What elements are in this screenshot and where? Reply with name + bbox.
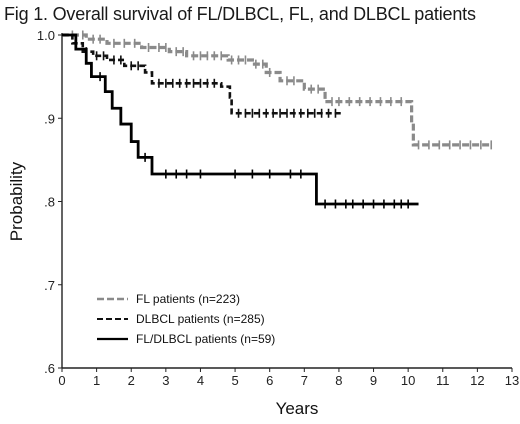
chart-title: Fig 1. Overall survival of FL/DLBCL, FL,… xyxy=(4,4,476,24)
series-2 xyxy=(62,33,343,118)
x-tick-label: 3 xyxy=(162,373,169,388)
x-tick-label: 4 xyxy=(197,373,204,388)
legend: FL patients (n=223) DLBCL patients (n=285… xyxy=(97,292,275,346)
y-tick-label: .9 xyxy=(44,111,55,126)
x-tick-label: 13 xyxy=(505,373,519,388)
series-1 xyxy=(62,30,493,150)
series-layer xyxy=(62,30,493,209)
x-tick-label: 10 xyxy=(401,373,415,388)
x-tick-label: 12 xyxy=(470,373,484,388)
x-tick-label: 2 xyxy=(128,373,135,388)
x-tick-label: 0 xyxy=(58,373,65,388)
y-tick-label: .6 xyxy=(44,361,55,376)
axes: 0 1 2 3 4 5 6 7 8 9 10 11 12 131.0.9.8.7.6 xyxy=(37,28,519,388)
x-axis-label: Years xyxy=(276,399,319,418)
y-tick-label: 1.0 xyxy=(37,28,55,43)
y-tick-label: .8 xyxy=(44,195,55,210)
survival-curve xyxy=(62,33,419,206)
x-tick-label: 11 xyxy=(436,373,450,388)
legend-label-3: FL/DLBCL patients (n=59) xyxy=(136,332,275,346)
series-3 xyxy=(62,33,419,209)
legend-label-1: FL patients (n=223) xyxy=(136,292,240,306)
survival-curve xyxy=(62,33,343,115)
x-tick-label: 7 xyxy=(301,373,308,388)
x-tick-label: 9 xyxy=(370,373,377,388)
y-axis-label: Probability xyxy=(7,161,26,241)
legend-label-2: DLBCL patients (n=285) xyxy=(136,312,265,326)
x-tick-label: 5 xyxy=(231,373,238,388)
y-tick-label: .7 xyxy=(44,278,55,293)
survival-curve xyxy=(62,33,492,147)
x-tick-label: 6 xyxy=(266,373,273,388)
x-tick-label: 1 xyxy=(93,373,100,388)
x-tick-label: 8 xyxy=(335,373,342,388)
